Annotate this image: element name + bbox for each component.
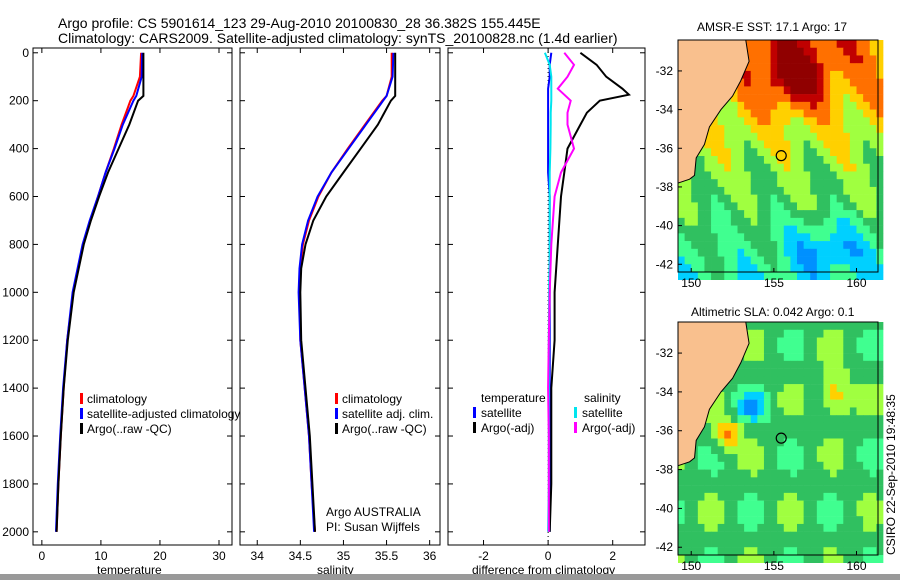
title-line-1: Argo profile: CS 5901614_123 29-Aug-2010…: [58, 15, 541, 31]
legend-label: satellite-adjusted climatology: [87, 407, 240, 421]
map-sst-title: AMSR-E SST: 17.1 Argo: 17: [697, 20, 848, 34]
legend-swatch: [80, 408, 83, 419]
legend-swatch: [574, 422, 577, 433]
lon-tick-label: 155: [764, 276, 784, 290]
lat-tick-label: -32: [656, 346, 674, 360]
series-line-temperature-argo: [548, 51, 632, 532]
lat-tick-label: -42: [656, 540, 674, 554]
lat-tick-label: -34: [656, 103, 674, 117]
legend-label: satellite adj. clim.: [342, 407, 433, 421]
xlabel-difference: difference from climatology: [472, 563, 616, 577]
xlabel-temperature: temperature: [97, 563, 162, 577]
map-sla-field: [678, 322, 884, 563]
x-tick-label: 36: [423, 549, 437, 563]
argo-location-marker: [775, 432, 787, 444]
legend-label: Argo(..raw -QC): [87, 422, 172, 436]
legend-swatch: [473, 407, 476, 418]
lon-tick-label: 150: [681, 559, 701, 573]
lat-tick-label: -40: [656, 501, 674, 515]
y-tick-label: 2000: [2, 525, 29, 539]
y-tick-label: 1800: [2, 477, 29, 491]
annotation-line: Argo AUSTRALIA: [326, 505, 421, 519]
x-tick-label: 30: [212, 549, 226, 563]
y-tick-label: 1000: [2, 285, 29, 299]
legend-label: climatology: [87, 392, 147, 406]
xlabel-salinity: salinity: [317, 563, 354, 577]
map-sla-title: Altimetric SLA: 0.042 Argo: 0.1: [691, 305, 855, 319]
map-axes-box: [677, 321, 879, 556]
title-line-2: Climatology: CARS2009. Satellite-adjuste…: [58, 30, 618, 46]
y-tick-label: 200: [9, 94, 29, 108]
legend-label: climatology: [342, 392, 402, 406]
x-tick-label: 10: [94, 549, 108, 563]
x-tick-label: 34: [251, 549, 265, 563]
y-tick-label: 1600: [2, 429, 29, 443]
series-line-argo: [55, 52, 145, 532]
legend-heading: temperature: [481, 391, 546, 405]
x-tick-label: 0: [545, 549, 552, 563]
lon-tick-label: 160: [846, 559, 866, 573]
legend-swatch: [335, 423, 338, 434]
legend-swatch: [80, 423, 83, 434]
annotation-line: PI: Susan Wijffels: [326, 520, 420, 534]
argo-location-marker: [775, 150, 787, 162]
land-australia: [677, 39, 750, 184]
x-tick-label: 20: [153, 549, 167, 563]
lat-tick-label: -36: [656, 424, 674, 438]
lat-tick-label: -38: [656, 463, 674, 477]
y-tick-label: 0: [22, 46, 29, 60]
window-bottom-edge: [0, 574, 900, 580]
y-tick-label: 600: [9, 190, 29, 204]
legend-label: Argo(..raw -QC): [342, 422, 427, 436]
series-line-satellite: [297, 52, 395, 532]
series-line-argo: [299, 52, 397, 532]
x-tick-label: 2: [609, 549, 616, 563]
legend-heading: salinity: [584, 391, 621, 405]
timestamp-stamp: CSIRO 22-Sep-2010 19:48:35: [884, 394, 898, 555]
legend-swatch: [80, 393, 83, 404]
lat-tick-label: -42: [656, 257, 674, 271]
x-tick-label: 35.5: [375, 549, 399, 563]
y-tick-label: 400: [9, 142, 29, 156]
lat-tick-label: -36: [656, 141, 674, 155]
x-tick-label: 0: [39, 549, 46, 563]
lat-tick-label: -38: [656, 180, 674, 194]
series-line-salinity-argo: [547, 52, 576, 532]
panel-0-axes-box: [32, 47, 233, 546]
x-tick-label: -2: [478, 549, 489, 563]
legend-swatch: [335, 408, 338, 419]
land-australia: [677, 321, 750, 467]
x-tick-label: 35: [337, 549, 351, 563]
lat-tick-label: -40: [656, 219, 674, 233]
legend-label: Argo(-adj): [582, 421, 635, 435]
legend-label: satellite: [582, 406, 623, 420]
lon-tick-label: 160: [846, 276, 866, 290]
y-tick-label: 1200: [2, 333, 29, 347]
lon-tick-label: 150: [681, 276, 701, 290]
x-tick-label: 34.5: [289, 549, 313, 563]
map-axes-box: [677, 39, 879, 273]
legend-label: satellite: [481, 406, 522, 420]
legend-swatch: [335, 393, 338, 404]
legend-swatch: [473, 422, 476, 433]
legend-swatch: [574, 407, 577, 418]
y-tick-label: 1400: [2, 381, 29, 395]
lon-tick-label: 155: [764, 559, 784, 573]
panel-2-axes-box: [447, 47, 646, 546]
lat-tick-label: -34: [656, 385, 674, 399]
y-tick-label: 800: [9, 237, 29, 251]
legend-label: Argo(-adj): [481, 421, 534, 435]
panel-1-axes-box: [239, 47, 441, 546]
lat-tick-label: -32: [656, 64, 674, 78]
